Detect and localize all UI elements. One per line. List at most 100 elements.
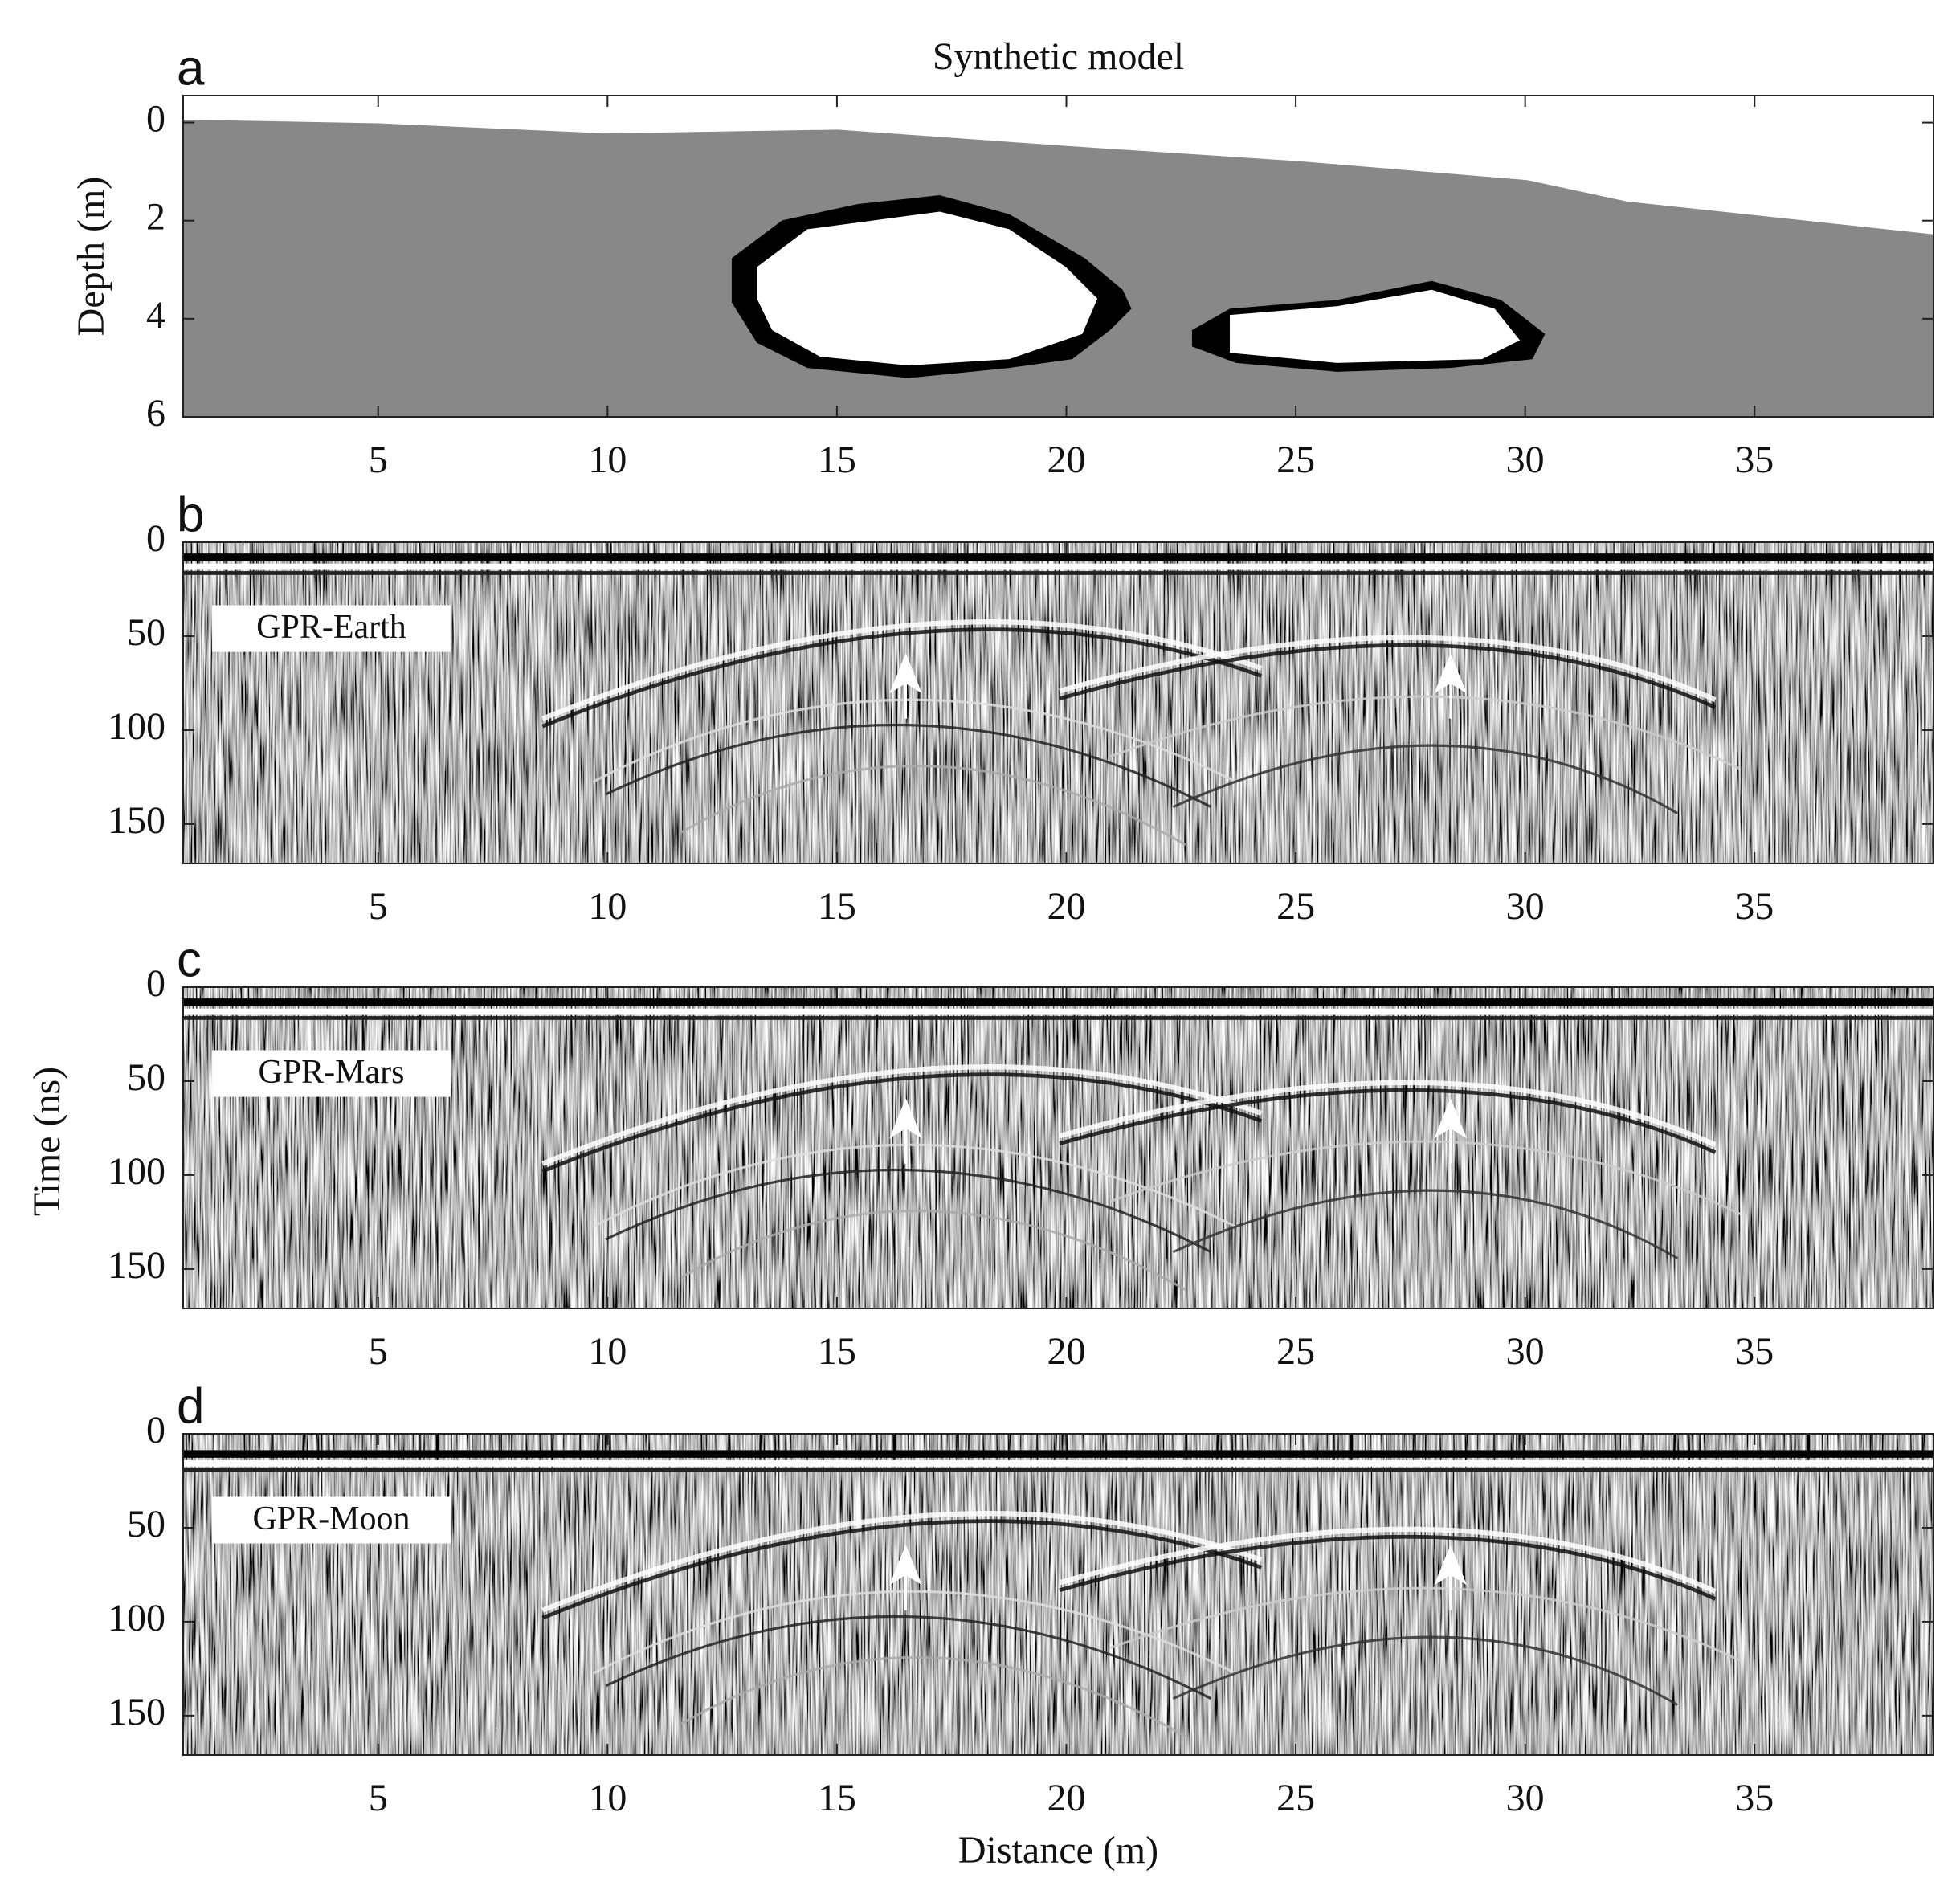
- y-tick-label: 100: [108, 705, 165, 748]
- x-tick-label: 35: [1735, 439, 1774, 481]
- reflection: [680, 1655, 1186, 1738]
- reflection: [1172, 1635, 1679, 1706]
- y-tick-label: 6: [146, 392, 165, 435]
- x-tick-label: 25: [1276, 1777, 1315, 1819]
- x-tick-label: 15: [818, 1777, 856, 1819]
- direct-wave-bright: [183, 1008, 1933, 1015]
- y-tick-label: 2: [146, 196, 165, 239]
- arrow-head: [889, 653, 922, 694]
- direct-wave-bright: [183, 563, 1933, 570]
- y-axis-label: Time (ns): [26, 1067, 68, 1216]
- y-tick-label: 100: [108, 1597, 165, 1639]
- arrow-head: [1434, 1098, 1468, 1139]
- reflection: [592, 1590, 1237, 1675]
- panel-title: Synthetic model: [933, 35, 1184, 78]
- x-tick-label: 25: [1276, 1330, 1315, 1373]
- x-tick-label: 10: [588, 885, 627, 928]
- panel-label: a: [177, 40, 205, 96]
- x-tick-label: 20: [1047, 885, 1085, 928]
- reflection: [1109, 695, 1742, 771]
- reflection: [605, 1615, 1212, 1700]
- x-axis-label: Distance (m): [958, 1829, 1158, 1872]
- reflection: [541, 1064, 1263, 1166]
- plot-frame: [182, 1433, 1934, 1756]
- reflection: [541, 1519, 1263, 1620]
- reflection: [680, 1209, 1186, 1292]
- y-tick-label: 0: [146, 962, 165, 1005]
- reflection: [541, 627, 1263, 729]
- reflection: [592, 698, 1237, 783]
- annotation: GPR-Earth: [256, 609, 406, 646]
- arrow-head: [889, 1545, 922, 1586]
- x-tick-label: 20: [1047, 1330, 1085, 1373]
- y-tick-label: 0: [146, 98, 165, 141]
- y-tick-label: 0: [146, 517, 165, 560]
- x-tick-label: 15: [818, 885, 856, 928]
- x-tick-label: 10: [588, 1777, 627, 1819]
- y-axis-label: Depth (m): [70, 177, 112, 337]
- reflection: [1109, 1586, 1742, 1663]
- reflection: [541, 1511, 1263, 1613]
- reflection: [605, 723, 1212, 809]
- plot-frame: [182, 541, 1934, 864]
- arrow-head: [889, 1098, 922, 1139]
- y-tick-label: 50: [127, 1056, 165, 1099]
- radargram: [183, 987, 1933, 1308]
- x-tick-label: 30: [1506, 885, 1545, 928]
- annotation-box: [212, 1050, 451, 1097]
- plot-frame: [182, 986, 1934, 1309]
- annotation-box: [212, 1496, 451, 1544]
- direct-wave-dark: [183, 1468, 1933, 1472]
- reflection: [541, 619, 1263, 721]
- reflection: [1059, 1088, 1717, 1154]
- x-tick-label: 5: [369, 1330, 388, 1373]
- reflection: [605, 1168, 1212, 1254]
- direct-wave-dark: [183, 1016, 1933, 1020]
- x-tick-label: 5: [369, 1777, 388, 1819]
- y-tick-label: 100: [108, 1150, 165, 1193]
- x-tick-label: 10: [588, 1330, 627, 1373]
- panel-label: b: [177, 487, 204, 542]
- reflection: [1059, 1080, 1717, 1148]
- y-tick-label: 150: [108, 799, 165, 842]
- annotation: GPR-Moon: [252, 1500, 410, 1537]
- x-tick-label: 15: [818, 1330, 856, 1373]
- x-tick-label: 25: [1276, 439, 1315, 481]
- x-tick-label: 25: [1276, 885, 1315, 928]
- y-tick-label: 50: [127, 611, 165, 654]
- annotation-box: [212, 605, 451, 652]
- x-tick-label: 30: [1506, 1330, 1545, 1373]
- x-tick-label: 30: [1506, 439, 1545, 481]
- reflection: [592, 1143, 1237, 1228]
- y-tick-label: 50: [127, 1503, 165, 1545]
- arrow-head: [1434, 1545, 1468, 1586]
- y-tick-label: 150: [108, 1691, 165, 1733]
- plot-frame: [182, 95, 1934, 418]
- radargram: [183, 1434, 1933, 1755]
- x-tick-label: 5: [369, 439, 388, 481]
- x-tick-label: 15: [818, 439, 856, 481]
- x-tick-label: 20: [1047, 1777, 1085, 1819]
- reflection: [1109, 1140, 1742, 1216]
- reflection: [1059, 1534, 1717, 1601]
- x-tick-label: 35: [1735, 1330, 1774, 1373]
- y-tick-label: 150: [108, 1244, 165, 1287]
- x-tick-label: 20: [1047, 439, 1085, 481]
- panel-label: d: [177, 1378, 204, 1434]
- x-tick-label: 35: [1735, 885, 1774, 928]
- air: [183, 96, 1933, 235]
- reflection: [1172, 744, 1679, 814]
- x-tick-label: 35: [1735, 1777, 1774, 1819]
- reflection: [1059, 643, 1717, 709]
- reflection: [1059, 635, 1717, 703]
- reflection: [1059, 1526, 1717, 1594]
- inclusion: [1230, 289, 1521, 363]
- direct-wave-dark: [183, 998, 1933, 1006]
- reflection: [541, 1072, 1263, 1174]
- panel-label: c: [177, 932, 202, 987]
- inclusion: [757, 211, 1098, 365]
- direct-wave-dark: [183, 1450, 1933, 1458]
- reflection: [680, 764, 1186, 847]
- direct-wave-bright: [183, 1459, 1933, 1467]
